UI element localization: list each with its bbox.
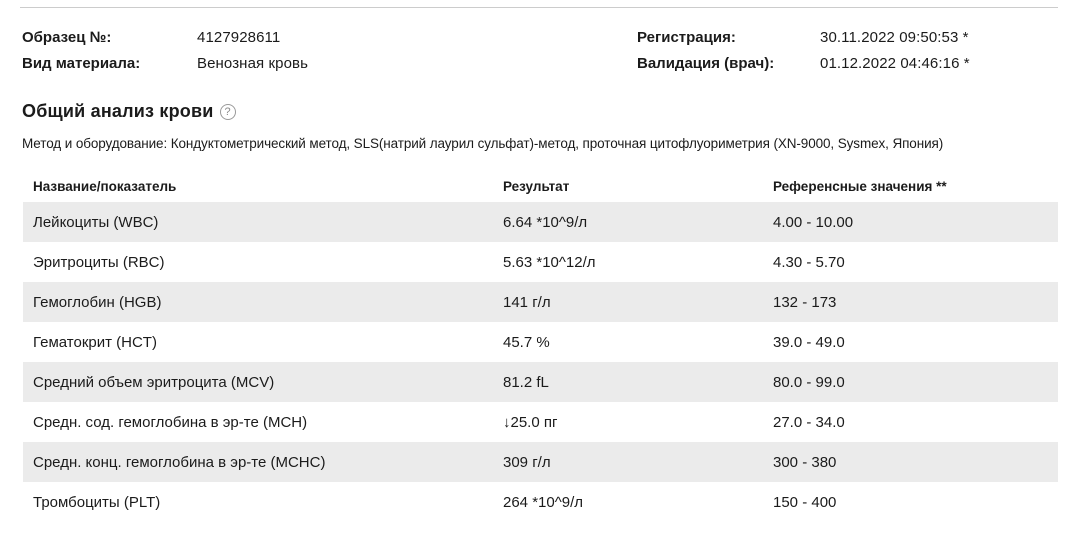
method-description: Метод и оборудование: Кондуктометрически… [22,136,944,151]
table-row: Гемоглобин (HGB) 141 г/л 132 - 173 [23,282,1058,322]
table-row: Средн. конц. гемоглобина в эр-те (MCHC) … [23,442,1058,482]
help-icon[interactable]: ? [219,104,236,120]
sample-info-block: Образец №: 4127928611 Вид материала: Веноз… [22,25,308,77]
result-value: 309 г/л [503,454,773,471]
validation-label: Валидация (врач): [637,55,775,72]
result-text: 25.0 пг [510,413,558,431]
result-text: 45.7 % [503,333,550,351]
validation-row: Валидация (врач): 01.12.2022 04:46:16 * [637,51,970,77]
validation-value: 01.12.2022 04:46:16 * [820,55,970,72]
sample-number-value: 4127928611 [197,29,281,46]
parameter-name: Гемоглобин (HGB) [33,293,162,311]
table-row: Гематокрит (HCT) 45.7 % 39.0 - 49.0 [23,322,1058,362]
result-value: 6.64 *10^9/л [503,214,773,231]
top-divider [20,7,1058,8]
registration-row: Регистрация: 30.11.2022 09:50:53 * [637,25,970,51]
table-row: Лейкоциты (WBC) 6.64 *10^9/л 4.00 - 10.0… [23,202,1058,242]
table-row: Средний объем эритроцита (MCV) 81.2 fL 8… [23,362,1058,402]
registration-label: Регистрация: [637,29,736,46]
page-title: Общий анализ крови [22,101,214,121]
table-row: Средн. сод. гемоглобина в эр-те (MCH) ↓2… [23,402,1058,442]
column-header-result: Результат [503,179,570,194]
reference-range: 300 - 380 [773,453,837,471]
parameter-name: Средн. сод. гемоглобина в эр-те (MCH) [33,413,308,431]
sample-number-label: Образец №: [22,29,112,46]
parameter-name: Лейкоциты (WBC) [33,213,159,231]
table-header: Название/показатель Результат Референсны… [23,171,1058,202]
dates-info-block: Регистрация: 30.11.2022 09:50:53 * Валида… [637,25,970,77]
parameter-name: Тромбоциты (PLT) [33,493,161,511]
reference-range: 4.30 - 5.70 [773,253,845,271]
result-value: 141 г/л [503,294,773,311]
result-text: 309 г/л [503,453,551,471]
reference-range: 132 - 173 [773,293,837,311]
reference-range: 27.0 - 34.0 [773,413,845,431]
parameter-name: Средний объем эритроцита (MCV) [33,373,275,391]
reference-range: 150 - 400 [773,493,837,511]
result-text: 5.63 *10^12/л [503,253,596,271]
low-flag-icon: ↓ [503,413,511,431]
registration-value: 30.11.2022 09:50:53 * [820,29,969,46]
reference-range: 80.0 - 99.0 [773,373,845,391]
parameter-name: Средн. конц. гемоглобина в эр-те (MCHC) [33,453,326,471]
result-value: 5.63 *10^12/л [503,254,773,271]
material-type-row: Вид материала: Венозная кровь [22,51,308,77]
table-row: Эритроциты (RBC) 5.63 *10^12/л 4.30 - 5.… [23,242,1058,282]
section-title-row: Общий анализ крови? [22,101,236,122]
result-text: 264 *10^9/л [503,493,584,511]
result-value: ↓25.0 пг [503,414,773,431]
result-value: 264 *10^9/л [503,494,773,511]
result-value: 81.2 fL [503,374,773,391]
result-value: 45.7 % [503,334,773,351]
parameter-name: Гематокрит (HCT) [33,333,157,351]
reference-range: 4.00 - 10.00 [773,213,854,231]
result-text: 6.64 *10^9/л [503,213,588,231]
results-table: Название/показатель Результат Референсны… [23,171,1058,522]
sample-number-row: Образец №: 4127928611 [22,25,308,51]
parameter-name: Эритроциты (RBC) [33,253,165,271]
result-text: 81.2 fL [503,373,549,391]
result-text: 141 г/л [503,293,551,311]
column-header-name: Название/показатель [33,179,177,194]
table-row: Тромбоциты (PLT) 264 *10^9/л 150 - 400 [23,482,1058,522]
column-header-reference: Референсные значения ** [773,179,947,194]
reference-range: 39.0 - 49.0 [773,333,845,351]
material-type-label: Вид материала: [22,55,141,72]
material-type-value: Венозная кровь [197,55,309,72]
